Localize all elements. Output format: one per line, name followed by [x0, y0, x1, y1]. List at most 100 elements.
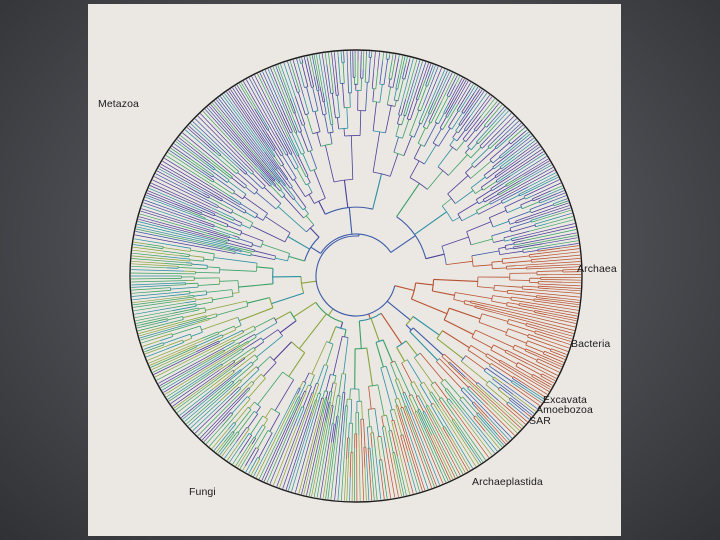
branch: [263, 187, 282, 204]
branch: [478, 201, 503, 215]
branch: [169, 296, 194, 301]
branch: [397, 446, 411, 495]
branch: [364, 55, 367, 83]
branch: [447, 175, 469, 195]
branch: [201, 169, 213, 178]
branch: [232, 292, 240, 294]
branch: [409, 57, 411, 60]
branch: [515, 140, 536, 156]
branch: [189, 255, 204, 258]
branch: [492, 267, 507, 270]
branch: [324, 114, 329, 134]
branch: [290, 187, 307, 208]
branch: [308, 194, 315, 204]
branch: [318, 200, 326, 215]
branch: [551, 207, 571, 215]
branch: [233, 347, 254, 362]
branch: [255, 406, 261, 414]
branch: [439, 116, 447, 129]
branch-arc: [300, 276, 305, 294]
branch: [166, 267, 179, 269]
branch: [518, 189, 529, 195]
branch: [467, 387, 484, 405]
branch: [430, 100, 443, 124]
branch: [521, 232, 577, 244]
branch: [240, 203, 258, 215]
branch: [254, 108, 268, 131]
branch: [185, 282, 198, 285]
branch: [477, 96, 493, 116]
branch: [377, 436, 381, 460]
branch: [448, 362, 466, 380]
branch: [551, 345, 569, 352]
branch: [510, 151, 544, 174]
branch: [510, 397, 522, 408]
branch: [328, 100, 334, 125]
branch: [342, 62, 345, 84]
branch: [299, 60, 301, 64]
branch-arc: [390, 408, 395, 411]
branch: [492, 102, 500, 112]
branch: [249, 401, 255, 409]
branch: [255, 191, 277, 210]
branch: [191, 263, 208, 266]
branch: [440, 71, 451, 93]
branch: [446, 260, 473, 265]
branch: [186, 127, 215, 152]
branch: [394, 54, 397, 62]
branch: [441, 397, 455, 416]
branch: [372, 131, 381, 173]
branch: [365, 454, 370, 501]
branch: [328, 326, 337, 343]
branch: [465, 114, 479, 131]
branch: [423, 122, 437, 147]
branch: [280, 189, 286, 196]
branch: [141, 318, 168, 326]
branch: [196, 317, 210, 323]
branch: [332, 84, 334, 94]
branch: [502, 260, 532, 264]
branch: [246, 297, 270, 304]
branch: [224, 93, 273, 161]
branch: [222, 412, 232, 422]
branch-arc: [409, 134, 415, 138]
branch: [365, 446, 367, 455]
branch: [239, 206, 247, 212]
branch: [461, 92, 475, 113]
branch: [425, 63, 432, 80]
branch: [303, 392, 315, 420]
branch: [516, 217, 533, 224]
branch-arc: [400, 406, 404, 409]
label-archaeplastida: Archaeplastida: [472, 476, 543, 488]
branch: [186, 210, 206, 219]
branch: [298, 406, 322, 494]
branch: [394, 399, 398, 406]
branch: [296, 407, 305, 427]
branch: [156, 352, 210, 381]
branch: [269, 161, 277, 171]
branch: [209, 380, 233, 401]
branch: [178, 267, 208, 270]
branch: [215, 442, 225, 453]
branch-arc: [204, 307, 207, 313]
branch: [373, 51, 376, 74]
branch: [542, 237, 578, 245]
branch: [138, 322, 181, 334]
branch-arc: [395, 378, 399, 381]
branch: [424, 411, 428, 418]
branch: [279, 182, 294, 200]
branch: [517, 223, 575, 238]
branch: [475, 189, 492, 200]
branch: [414, 411, 420, 422]
branch: [397, 378, 405, 393]
branch: [475, 305, 493, 311]
branch: [440, 382, 447, 390]
branch: [261, 159, 281, 183]
branch: [495, 108, 507, 121]
branch: [507, 144, 539, 167]
branch: [567, 243, 579, 246]
branch-arc: [324, 390, 328, 393]
branch: [485, 384, 508, 404]
branch: [350, 135, 354, 180]
branch-arc: [396, 340, 407, 348]
